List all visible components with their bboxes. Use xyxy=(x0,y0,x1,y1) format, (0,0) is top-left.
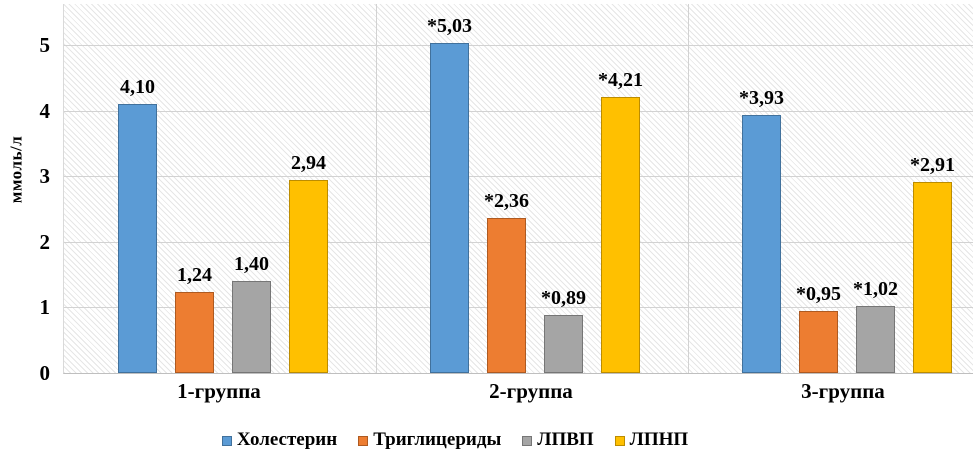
bar-value-label: *0,95 xyxy=(796,283,841,305)
x-axis-label-group-2: 2-группа xyxy=(489,379,573,403)
y-tick-label-1: 1 xyxy=(39,295,51,320)
bar-4-group-3 xyxy=(913,182,952,373)
gridline-x-1 xyxy=(376,4,377,373)
bar-value-label: *2,91 xyxy=(910,154,955,176)
bar-value-label: 1,24 xyxy=(177,264,212,286)
bar-value-label: 2,94 xyxy=(291,152,326,174)
x-axis-label-group-3: 3-группа xyxy=(801,379,885,403)
legend-item-label: Холестерин xyxy=(236,429,338,450)
y-tick-label-2: 2 xyxy=(39,229,51,254)
bar-value-label: 1,40 xyxy=(234,253,269,275)
plot-area: 4,10 1,24 1,40 2,94 *5,03 *2,36 *0,89 *4,21 *3,9… xyxy=(63,4,973,374)
bar-value-label: *1,02 xyxy=(853,278,898,300)
legend: Холестерин Триглицериды ЛПВП ЛПНП xyxy=(0,429,910,451)
legend-swatch-icon xyxy=(221,436,232,446)
legend-item-1: Холестерин xyxy=(221,429,338,451)
gridline-x-2 xyxy=(688,4,689,373)
bar-3-group-3 xyxy=(856,306,895,373)
bar-2-group-2 xyxy=(487,218,526,373)
legend-swatch-icon xyxy=(522,436,533,446)
legend-item-4: ЛПНП xyxy=(614,429,689,451)
y-tick-label-5: 5 xyxy=(39,33,51,57)
bar-3-group-1 xyxy=(232,281,271,373)
bar-2-group-3 xyxy=(799,311,838,373)
legend-item-label: ЛПНП xyxy=(629,429,689,450)
legend-item-label: Триглицериды xyxy=(373,429,502,450)
bar-value-label: *3,93 xyxy=(739,87,784,109)
bar-1-group-2 xyxy=(430,43,469,373)
legend-swatch-icon xyxy=(614,436,625,446)
legend-swatch-icon xyxy=(358,436,369,446)
legend-item-label: ЛПВП xyxy=(537,429,594,450)
bar-value-label: *2,36 xyxy=(484,190,529,212)
legend-item-3: ЛПВП xyxy=(522,429,594,451)
bar-value-label: *5,03 xyxy=(427,15,472,37)
bar-1-group-1 xyxy=(118,104,157,373)
bar-4-group-1 xyxy=(289,180,328,373)
bar-1-group-3 xyxy=(742,115,781,373)
y-tick-label-0: 0 xyxy=(39,361,51,385)
legend-item-2: Триглицериды xyxy=(358,429,501,451)
bar-value-label: *4,21 xyxy=(598,69,643,91)
gridline-y-4 xyxy=(64,110,973,112)
bar-value-label: *0,89 xyxy=(541,287,586,309)
y-tick-label-4: 4 xyxy=(39,98,51,123)
bar-value-label: 4,10 xyxy=(120,76,155,98)
y-tick-label-3: 3 xyxy=(39,164,51,189)
gridline-y-5 xyxy=(64,45,973,46)
gridline-y-3 xyxy=(64,176,973,178)
bar-3-group-2 xyxy=(544,315,583,373)
bar-2-group-1 xyxy=(175,292,214,373)
x-axis-label-group-1: 1-группа xyxy=(177,379,261,403)
bar-4-group-2 xyxy=(601,97,640,373)
